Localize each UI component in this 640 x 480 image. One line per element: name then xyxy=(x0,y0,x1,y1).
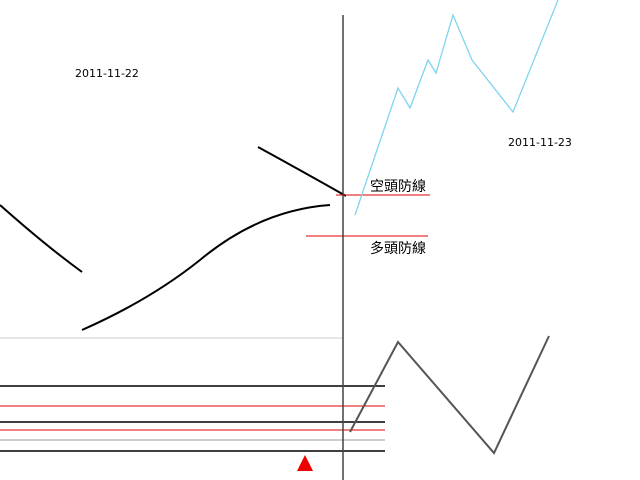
projection-line xyxy=(349,335,550,455)
date-label: 2011-11-23 xyxy=(508,136,572,149)
buy-signal xyxy=(297,455,313,471)
annotation: 多頭防線 xyxy=(370,240,426,257)
date-label: 2011-11-22 xyxy=(75,67,139,80)
trend-curve xyxy=(81,204,331,331)
trend-curve xyxy=(257,146,347,197)
projection-line xyxy=(354,0,559,216)
level-lines xyxy=(0,385,385,452)
trend-curve xyxy=(0,204,83,273)
annotation: 空頭防線 xyxy=(370,179,426,195)
